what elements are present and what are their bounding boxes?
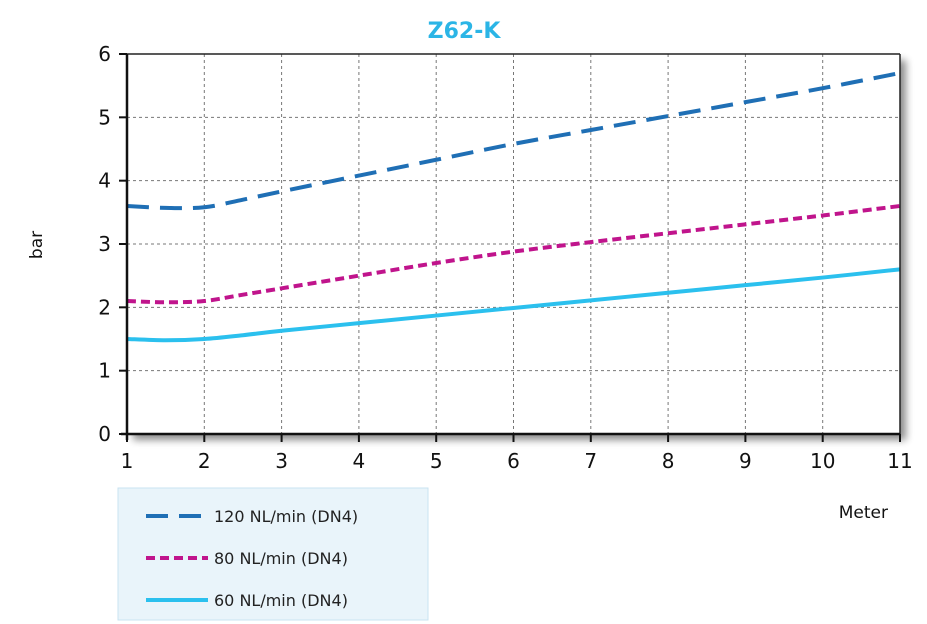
x-tick-labels: 1 2 3 4 5 6 7 8 9 10 11 <box>121 449 913 473</box>
legend-label-1: 120 NL/min (DN4) <box>214 507 358 526</box>
legend-label-2: 80 NL/min (DN4) <box>214 549 348 568</box>
series-line-2 <box>126 204 901 305</box>
y-tick-label: 6 <box>98 42 111 66</box>
x-tick-label: 4 <box>353 449 366 473</box>
legend-label-3: 60 NL/min (DN4) <box>214 591 348 610</box>
series-layer <box>126 71 901 343</box>
y-tick-label: 1 <box>98 359 111 383</box>
chart-title: Z62-K <box>428 19 502 44</box>
x-axis-label: Meter <box>839 503 888 523</box>
x-tick-label: 11 <box>887 449 912 473</box>
x-tick-label: 3 <box>275 449 288 473</box>
x-tick-label: 2 <box>198 449 211 473</box>
y-tick-labels: 0 1 2 3 4 5 6 <box>98 42 111 446</box>
x-tick-label: 1 <box>121 449 134 473</box>
axes <box>119 53 901 442</box>
x-tick-label: 7 <box>584 449 597 473</box>
series-line-1 <box>126 71 901 211</box>
legend: 120 NL/min (DN4) 80 NL/min (DN4) 60 NL/min… <box>117 487 429 621</box>
series-line-3 <box>126 267 901 343</box>
x-tick-label: 6 <box>507 449 520 473</box>
y-tick-label: 2 <box>98 295 111 319</box>
x-tick-label: 10 <box>810 449 835 473</box>
y-tick-label: 4 <box>98 169 111 193</box>
x-tick-label: 8 <box>662 449 675 473</box>
y-tick-label: 5 <box>98 105 111 129</box>
y-axis-label: bar <box>27 231 47 259</box>
y-tick-label: 0 <box>98 422 111 446</box>
x-tick-label: 9 <box>739 449 752 473</box>
y-tick-label: 3 <box>98 232 111 256</box>
x-tick-label: 5 <box>430 449 443 473</box>
